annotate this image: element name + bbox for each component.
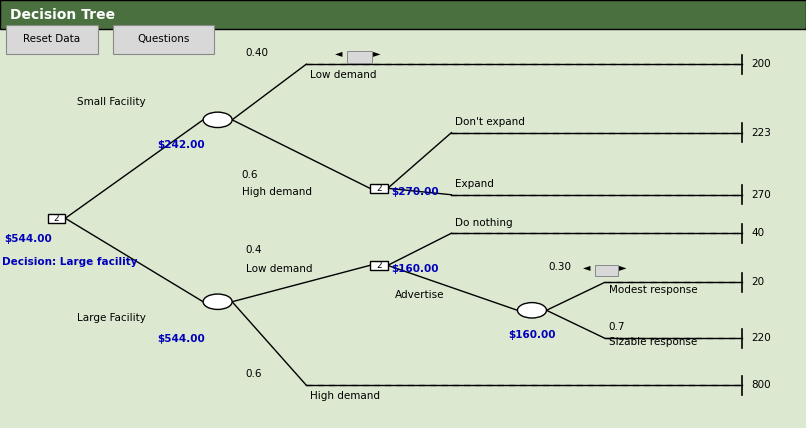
Text: Questions: Questions [137,34,189,45]
Text: Don't expand: Don't expand [455,117,526,127]
Text: 200: 200 [751,59,771,69]
Circle shape [203,294,232,309]
Text: Modest response: Modest response [609,285,697,295]
Text: Reset Data: Reset Data [23,34,81,45]
Text: 2: 2 [376,261,381,270]
Text: $160.00: $160.00 [391,264,438,274]
Text: 220: 220 [751,333,771,343]
Text: Sizable response: Sizable response [609,336,696,347]
Text: 2: 2 [54,214,59,223]
Text: $270.00: $270.00 [391,187,438,197]
Text: Advertise: Advertise [395,290,444,300]
Text: $242.00: $242.00 [157,140,205,150]
Text: ►: ► [373,48,381,59]
Text: $544.00: $544.00 [4,234,52,244]
Text: Large Facility: Large Facility [77,313,145,323]
Circle shape [517,303,546,318]
Text: 0.40: 0.40 [246,48,269,59]
Text: $160.00: $160.00 [508,330,555,340]
Text: Small Facility: Small Facility [77,97,145,107]
Circle shape [203,112,232,128]
Text: ◄: ◄ [334,48,343,59]
Bar [48,214,65,223]
FancyBboxPatch shape [595,265,618,276]
Text: $544.00: $544.00 [157,334,205,345]
Text: 0.6: 0.6 [242,169,258,180]
Text: Expand: Expand [455,179,494,189]
Text: 800: 800 [751,380,771,390]
Text: 270: 270 [751,190,771,200]
Text: 40: 40 [751,228,764,238]
Text: 223: 223 [751,128,771,138]
Text: High demand: High demand [310,391,380,401]
Text: 0.30: 0.30 [548,262,571,273]
Text: 20: 20 [751,277,764,288]
Bar [370,261,388,270]
Text: 0.6: 0.6 [246,369,262,380]
FancyBboxPatch shape [0,0,806,29]
Text: 0.4: 0.4 [246,245,262,256]
Text: Decision: Large facility: Decision: Large facility [2,257,137,268]
Text: Do nothing: Do nothing [455,217,513,228]
Text: Low demand: Low demand [246,264,313,274]
Text: Low demand: Low demand [310,70,377,80]
FancyBboxPatch shape [347,51,372,63]
Text: ►: ► [619,262,627,273]
Bar [370,184,388,193]
FancyBboxPatch shape [113,25,214,54]
Text: High demand: High demand [242,187,312,197]
Text: ◄: ◄ [583,262,591,273]
FancyBboxPatch shape [6,25,98,54]
Text: 0.7: 0.7 [609,322,625,333]
Text: Decision Tree: Decision Tree [10,8,114,21]
Text: 2: 2 [376,184,381,193]
